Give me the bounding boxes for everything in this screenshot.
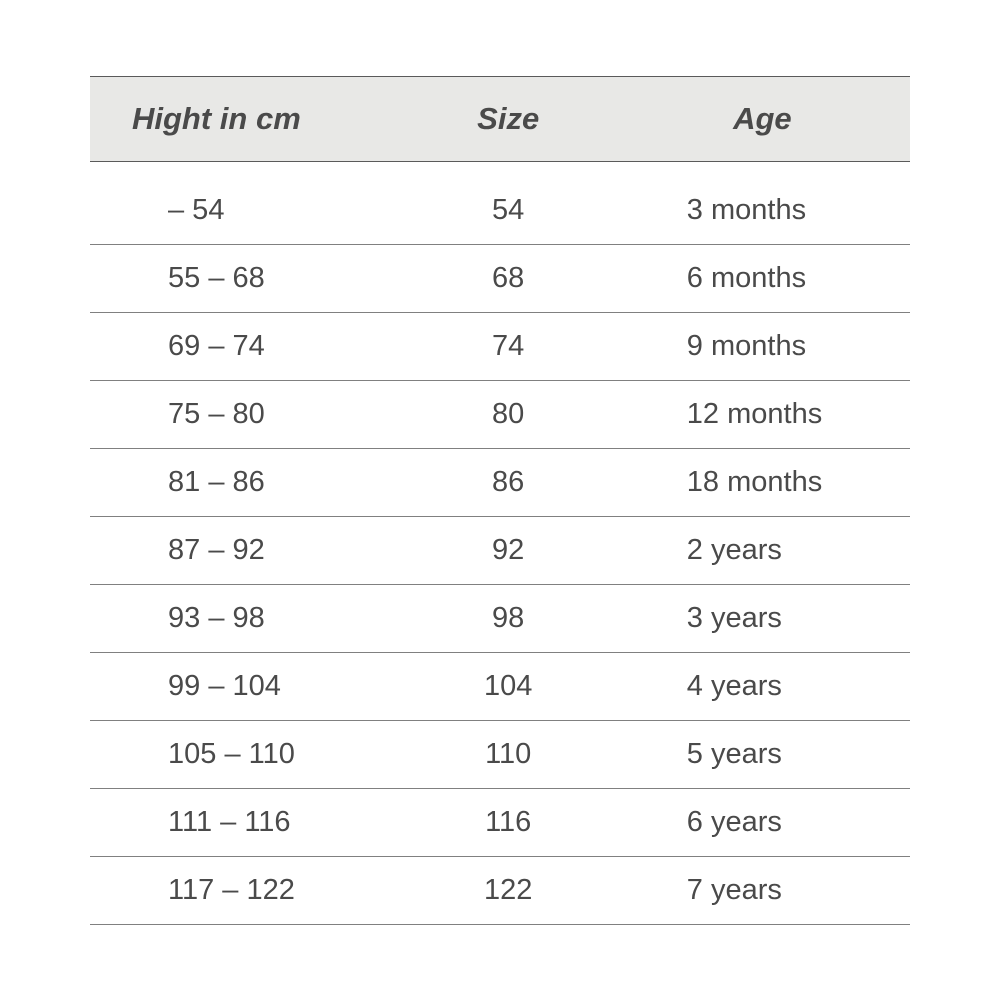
cell-age: 6 years (615, 788, 910, 856)
table-row: 99 – 104 104 4 years (90, 652, 910, 720)
cell-age: 4 years (615, 652, 910, 720)
table-row: 117 – 122 122 7 years (90, 856, 910, 924)
table-row: 75 – 80 80 12 months (90, 380, 910, 448)
table-row: – 54 54 3 months (90, 161, 910, 244)
header-age: Age (615, 76, 910, 161)
table-body: – 54 54 3 months 55 – 68 68 6 months 69 … (90, 161, 910, 924)
table-row: 69 – 74 74 9 months (90, 312, 910, 380)
cell-height: 69 – 74 (90, 312, 402, 380)
cell-size: 80 (402, 380, 615, 448)
cell-height: 111 – 116 (90, 788, 402, 856)
cell-height: 75 – 80 (90, 380, 402, 448)
cell-age: 6 months (615, 244, 910, 312)
table-row: 55 – 68 68 6 months (90, 244, 910, 312)
cell-height: 87 – 92 (90, 516, 402, 584)
size-chart-container: Hight in cm Size Age – 54 54 3 months 55… (90, 76, 910, 925)
cell-age: 3 years (615, 584, 910, 652)
cell-size: 92 (402, 516, 615, 584)
cell-size: 98 (402, 584, 615, 652)
cell-age: 12 months (615, 380, 910, 448)
cell-age: 9 months (615, 312, 910, 380)
cell-size: 68 (402, 244, 615, 312)
table-row: 87 – 92 92 2 years (90, 516, 910, 584)
cell-size: 74 (402, 312, 615, 380)
cell-size: 86 (402, 448, 615, 516)
cell-height: – 54 (90, 161, 402, 244)
cell-height: 99 – 104 (90, 652, 402, 720)
table-row: 111 – 116 116 6 years (90, 788, 910, 856)
cell-height: 105 – 110 (90, 720, 402, 788)
cell-height: 93 – 98 (90, 584, 402, 652)
cell-size: 110 (402, 720, 615, 788)
cell-size: 116 (402, 788, 615, 856)
cell-size: 54 (402, 161, 615, 244)
cell-age: 5 years (615, 720, 910, 788)
cell-size: 104 (402, 652, 615, 720)
cell-age: 18 months (615, 448, 910, 516)
cell-age: 2 years (615, 516, 910, 584)
table-header-row: Hight in cm Size Age (90, 76, 910, 161)
cell-age: 7 years (615, 856, 910, 924)
cell-height: 117 – 122 (90, 856, 402, 924)
header-size: Size (402, 76, 615, 161)
cell-height: 55 – 68 (90, 244, 402, 312)
cell-age: 3 months (615, 161, 910, 244)
table-row: 105 – 110 110 5 years (90, 720, 910, 788)
cell-height: 81 – 86 (90, 448, 402, 516)
table-row: 81 – 86 86 18 months (90, 448, 910, 516)
cell-size: 122 (402, 856, 615, 924)
table-row: 93 – 98 98 3 years (90, 584, 910, 652)
header-height: Hight in cm (90, 76, 402, 161)
size-chart-table: Hight in cm Size Age – 54 54 3 months 55… (90, 76, 910, 925)
